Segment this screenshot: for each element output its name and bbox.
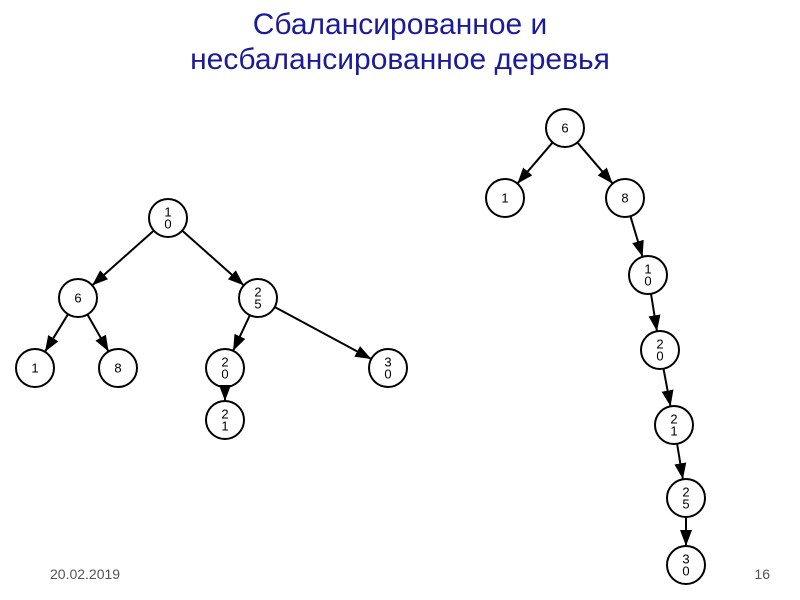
edge	[517, 142, 552, 183]
tree-node: 10	[629, 256, 667, 294]
edge	[233, 315, 250, 351]
tree-node: 1	[486, 179, 524, 217]
node-label: 1	[501, 190, 508, 205]
node-label: 6	[74, 290, 81, 305]
node-label: 0	[644, 274, 651, 289]
tree-node: 21	[655, 406, 693, 444]
edge	[630, 216, 642, 257]
tree-node: 10	[149, 199, 187, 237]
node-label: 0	[221, 367, 228, 382]
tree-node: 25	[239, 279, 277, 317]
tree-node: 6	[59, 279, 97, 317]
node-label: 8	[621, 190, 628, 205]
node-label: 5	[254, 297, 261, 312]
node-label: 0	[384, 367, 391, 382]
node-label: 1	[221, 419, 228, 434]
edge	[182, 231, 244, 286]
node-label: 0	[656, 349, 663, 364]
nodes-layer: 10625182030216181020212530	[16, 109, 705, 584]
tree-node: 30	[369, 349, 407, 387]
node-label: 1	[31, 360, 38, 375]
tree-node: 30	[667, 546, 705, 584]
tree-node: 8	[99, 349, 137, 387]
tree-node: 20	[206, 349, 244, 387]
node-label: 5	[682, 497, 689, 512]
edge	[275, 307, 372, 359]
edge	[87, 314, 108, 351]
edge	[677, 444, 683, 480]
node-label: 0	[682, 564, 689, 579]
edge	[45, 314, 68, 352]
node-label: 1	[670, 424, 677, 439]
edge	[651, 294, 657, 331]
tree-node: 1	[16, 349, 54, 387]
node-label: 8	[114, 360, 121, 375]
edges-layer	[45, 142, 686, 546]
edge	[663, 369, 670, 407]
tree-node: 20	[641, 331, 679, 369]
tree-node: 25	[667, 479, 705, 517]
node-label: 0	[164, 217, 171, 232]
edge	[577, 142, 612, 183]
tree-node: 6	[546, 109, 584, 147]
edge	[92, 231, 154, 286]
tree-node: 21	[206, 401, 244, 439]
diagram-canvas: 10625182030216181020212530	[0, 0, 800, 600]
tree-node: 8	[606, 179, 644, 217]
node-label: 6	[561, 120, 568, 135]
